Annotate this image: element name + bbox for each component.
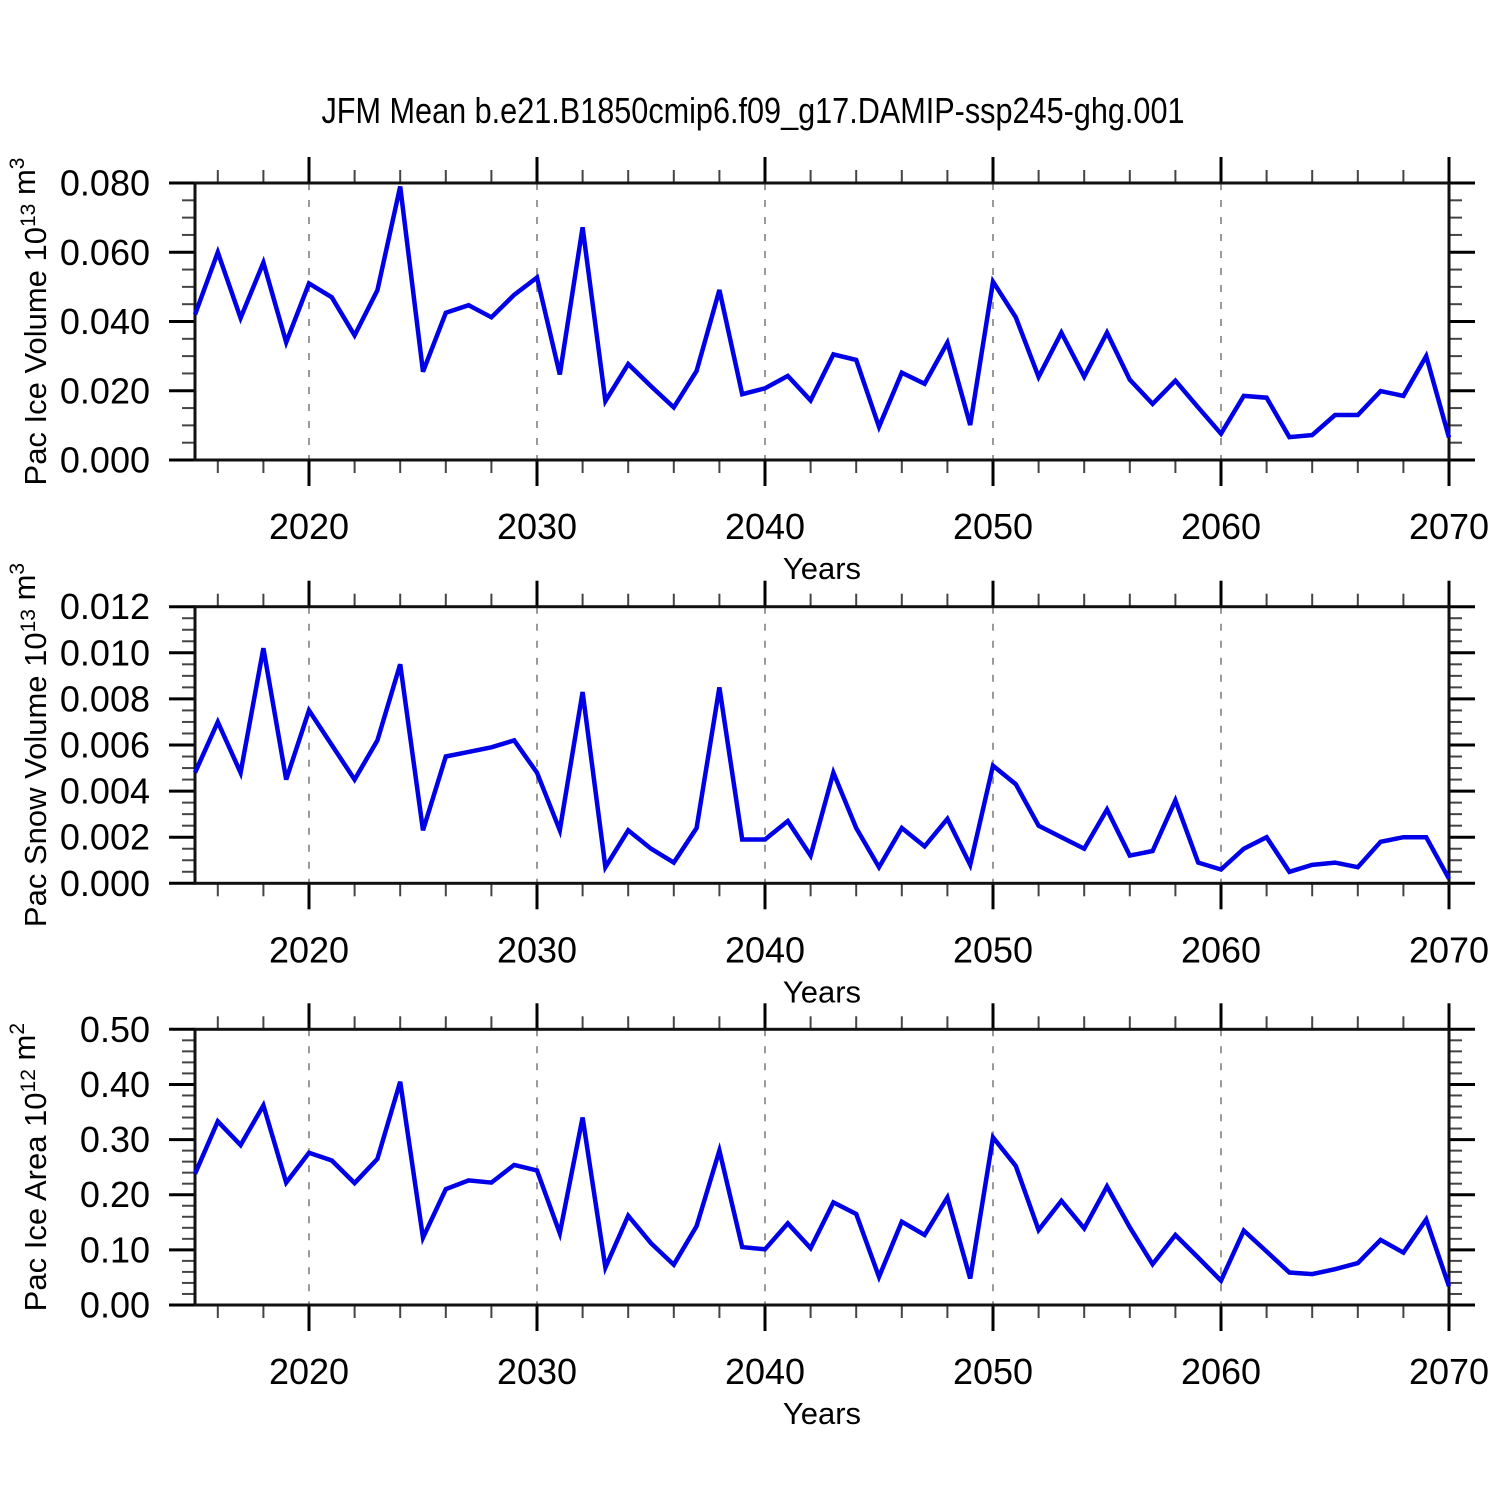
y-tick-label: 0.012: [60, 586, 150, 627]
y-tick-label: 0.010: [60, 632, 150, 673]
x-tick-label: 2040: [725, 929, 805, 970]
data-line: [192, 1081, 1452, 1288]
panel-snow-volume: 2020 2030 2040 2050 2060 2070 0.000 0.002 0.004 0…: [6, 563, 1489, 1009]
plot-frame: [193, 181, 1451, 462]
x-tick-label: 2020: [269, 506, 349, 547]
x-tick-label: 2050: [953, 1351, 1033, 1392]
x-axis-title: Years: [783, 551, 861, 586]
y-axis-title-superscript: 2: [6, 1023, 29, 1035]
y-axis-title-superscript: 13: [17, 204, 40, 227]
x-tick-label: 2030: [497, 1351, 577, 1392]
x-axis-title: Years: [783, 974, 861, 1009]
y-axis-title-text: m: [7, 1035, 42, 1069]
y-tick-label: 0.00: [80, 1285, 150, 1326]
x-tick-label: 2040: [725, 506, 805, 547]
plot-frame: [193, 1027, 1451, 1307]
plot-frame: [193, 605, 1451, 885]
y-axis-title: Pac Ice Volume 1013 m3: [6, 158, 53, 486]
y-tick-label: 0.004: [60, 771, 150, 812]
x-tick-label: 2060: [1181, 506, 1261, 547]
y-tick-label: 0.060: [60, 232, 150, 273]
y-tick-label: 0.020: [60, 370, 150, 411]
x-tick-label: 2070: [1409, 929, 1489, 970]
y-tick-label: 0.30: [80, 1119, 150, 1160]
data-line: [192, 647, 1451, 880]
y-tick-label: 0.50: [80, 1009, 150, 1050]
y-axis-title: Pac Snow Volume 1013 m3: [6, 563, 53, 927]
x-tick-label: 2020: [269, 929, 349, 970]
y-axis-title-text: m: [7, 169, 42, 203]
y-tick-label: 0.040: [60, 301, 150, 342]
y-tick-label: 0.20: [80, 1174, 150, 1215]
y-axis-title-superscript: 13: [17, 609, 40, 632]
panel-ice-area: 2020 2030 2040 2050 2060 2070 0.00 0.10 0.20 0.30…: [6, 1003, 1489, 1431]
x-tick-label: 2030: [497, 506, 577, 547]
panel-ice-volume: 2020 2030 2040 2050 2060 2070 0.000 0.020 0.040 0…: [6, 157, 1489, 586]
x-tick-label: 2050: [953, 929, 1033, 970]
y-tick-label: 0.006: [60, 725, 150, 766]
y-tick-label: 0.10: [80, 1229, 150, 1270]
y-tick-label: 0.080: [60, 163, 150, 204]
figure-title: JFM Mean b.e21.B1850cmip6.f09_g17.DAMIP-…: [322, 90, 1185, 131]
y-axis-title-superscript: 3: [6, 563, 29, 575]
y-tick-label: 0.000: [60, 440, 150, 481]
y-axis-title-text: m: [7, 575, 42, 609]
x-tick-label: 2070: [1409, 506, 1489, 547]
y-axis-title: Pac Ice Area 1012 m2: [6, 1023, 53, 1311]
y-axis-title-superscript: 3: [6, 158, 29, 170]
y-tick-label: 0.002: [60, 817, 150, 858]
y-axis-title-text: Pac Snow Volume 10: [18, 632, 53, 927]
y-tick-label: 0.008: [60, 678, 150, 719]
y-tick-label: 0.000: [60, 863, 150, 904]
y-axis-title-text: Pac Ice Area 10: [18, 1092, 53, 1311]
x-tick-label: 2040: [725, 1351, 805, 1392]
x-tick-label: 2020: [269, 1351, 349, 1392]
x-tick-label: 2070: [1409, 1351, 1489, 1392]
y-tick-label: 0.40: [80, 1064, 150, 1105]
x-tick-label: 2030: [497, 929, 577, 970]
x-tick-label: 2050: [953, 506, 1033, 547]
data-line: [192, 186, 1452, 440]
y-axis-title-superscript: 12: [17, 1069, 40, 1092]
y-axis-title-text: Pac Ice Volume 10: [18, 227, 53, 486]
x-axis-title: Years: [783, 1396, 861, 1431]
x-tick-label: 2060: [1181, 1351, 1261, 1392]
x-tick-label: 2060: [1181, 929, 1261, 970]
